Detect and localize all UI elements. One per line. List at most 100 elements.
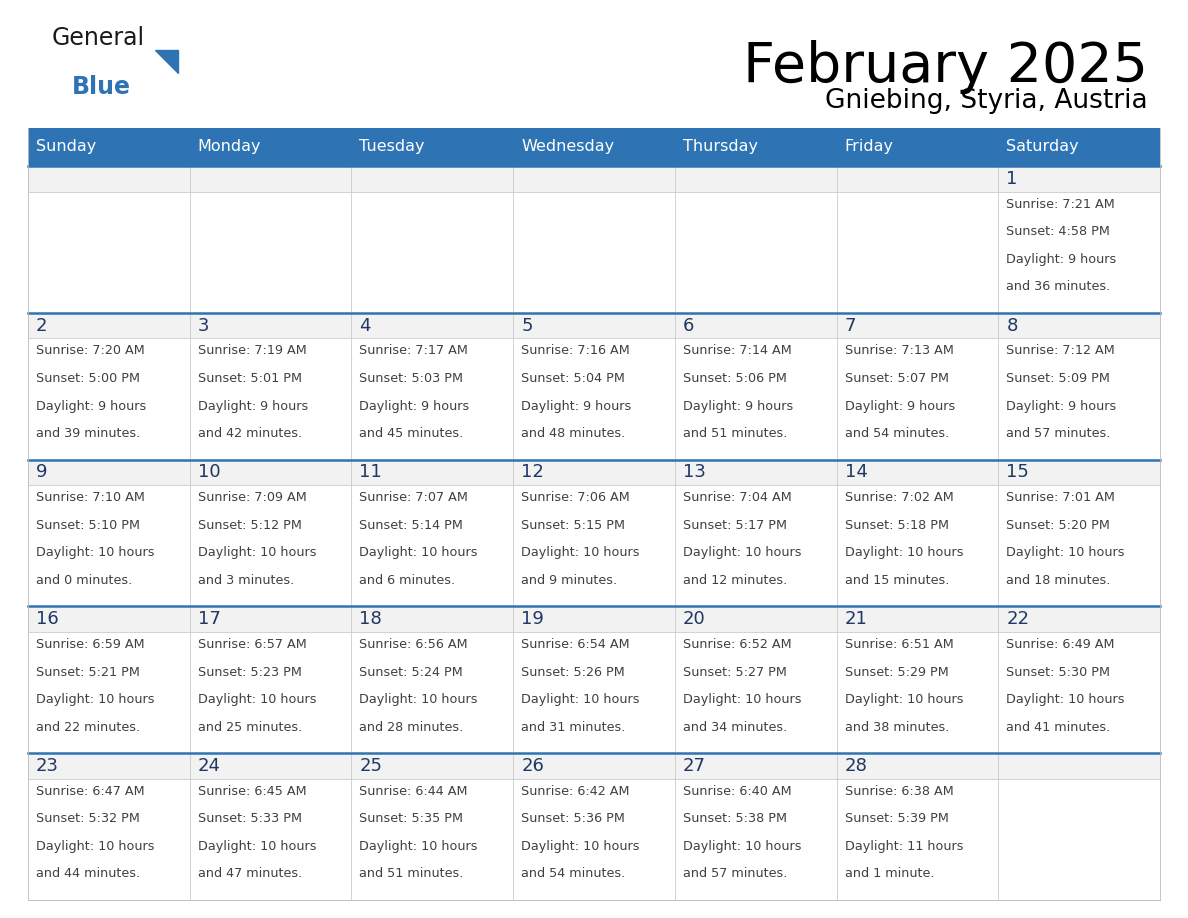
Text: and 45 minutes.: and 45 minutes. <box>360 427 463 440</box>
Text: Daylight: 10 hours: Daylight: 10 hours <box>683 693 802 706</box>
Text: Sunset: 4:58 PM: Sunset: 4:58 PM <box>1006 225 1110 238</box>
Bar <box>998 753 1159 778</box>
Text: Sunrise: 6:49 AM: Sunrise: 6:49 AM <box>1006 638 1114 651</box>
Text: Sunset: 5:24 PM: Sunset: 5:24 PM <box>360 666 463 678</box>
Bar <box>29 128 190 166</box>
Text: 1: 1 <box>1006 170 1018 188</box>
Text: Daylight: 10 hours: Daylight: 10 hours <box>1006 546 1125 559</box>
Text: Sunrise: 7:09 AM: Sunrise: 7:09 AM <box>197 491 307 504</box>
Bar <box>513 128 675 166</box>
Bar <box>352 633 513 753</box>
Text: Sunset: 5:09 PM: Sunset: 5:09 PM <box>1006 372 1110 385</box>
Text: 19: 19 <box>522 610 544 628</box>
Bar <box>998 313 1159 339</box>
Text: Sunset: 5:35 PM: Sunset: 5:35 PM <box>360 812 463 825</box>
Text: Sunday: Sunday <box>36 140 96 154</box>
Text: Sunset: 5:00 PM: Sunset: 5:00 PM <box>36 372 140 385</box>
Text: Daylight: 10 hours: Daylight: 10 hours <box>197 546 316 559</box>
Bar <box>190 486 352 607</box>
Text: Sunset: 5:27 PM: Sunset: 5:27 PM <box>683 666 786 678</box>
Text: Blue: Blue <box>72 75 131 99</box>
Text: 24: 24 <box>197 757 221 775</box>
Bar <box>513 166 675 192</box>
Text: Gniebing, Styria, Austria: Gniebing, Styria, Austria <box>826 88 1148 114</box>
Text: Sunset: 5:14 PM: Sunset: 5:14 PM <box>360 519 463 532</box>
Text: Sunset: 5:10 PM: Sunset: 5:10 PM <box>36 519 140 532</box>
Text: 18: 18 <box>360 610 383 628</box>
Text: and 28 minutes.: and 28 minutes. <box>360 721 463 733</box>
Bar <box>675 166 836 192</box>
Bar <box>352 460 513 486</box>
Text: Sunrise: 7:10 AM: Sunrise: 7:10 AM <box>36 491 145 504</box>
Text: Daylight: 9 hours: Daylight: 9 hours <box>683 399 794 412</box>
Text: Daylight: 10 hours: Daylight: 10 hours <box>1006 693 1125 706</box>
Polygon shape <box>154 50 178 73</box>
Text: and 25 minutes.: and 25 minutes. <box>197 721 302 733</box>
Text: 6: 6 <box>683 317 694 335</box>
Text: 20: 20 <box>683 610 706 628</box>
Text: Sunset: 5:21 PM: Sunset: 5:21 PM <box>36 666 140 678</box>
Text: Sunset: 5:23 PM: Sunset: 5:23 PM <box>197 666 302 678</box>
Text: Daylight: 10 hours: Daylight: 10 hours <box>522 546 639 559</box>
Bar <box>675 460 836 486</box>
Bar <box>29 460 190 486</box>
Text: Sunrise: 7:01 AM: Sunrise: 7:01 AM <box>1006 491 1116 504</box>
Text: 13: 13 <box>683 464 706 481</box>
Bar <box>190 313 352 339</box>
Text: Daylight: 10 hours: Daylight: 10 hours <box>683 840 802 853</box>
Text: February 2025: February 2025 <box>742 40 1148 94</box>
Text: 9: 9 <box>36 464 48 481</box>
Text: and 57 minutes.: and 57 minutes. <box>683 868 788 880</box>
Bar <box>29 166 190 192</box>
Text: 17: 17 <box>197 610 221 628</box>
Text: 12: 12 <box>522 464 544 481</box>
Bar <box>190 192 352 313</box>
Text: Daylight: 9 hours: Daylight: 9 hours <box>197 399 308 412</box>
Bar <box>29 339 190 460</box>
Bar <box>513 192 675 313</box>
Text: Daylight: 11 hours: Daylight: 11 hours <box>845 840 963 853</box>
Text: Sunrise: 6:57 AM: Sunrise: 6:57 AM <box>197 638 307 651</box>
Text: 16: 16 <box>36 610 58 628</box>
Text: and 36 minutes.: and 36 minutes. <box>1006 280 1111 293</box>
Text: and 6 minutes.: and 6 minutes. <box>360 574 455 587</box>
Text: 26: 26 <box>522 757 544 775</box>
Bar <box>352 753 513 778</box>
Text: Sunrise: 6:59 AM: Sunrise: 6:59 AM <box>36 638 145 651</box>
Text: Daylight: 10 hours: Daylight: 10 hours <box>197 693 316 706</box>
Bar <box>513 778 675 900</box>
Bar <box>352 313 513 339</box>
Text: Daylight: 10 hours: Daylight: 10 hours <box>360 546 478 559</box>
Text: Sunrise: 7:19 AM: Sunrise: 7:19 AM <box>197 344 307 357</box>
Text: Daylight: 10 hours: Daylight: 10 hours <box>36 693 154 706</box>
Bar <box>675 313 836 339</box>
Text: Daylight: 10 hours: Daylight: 10 hours <box>36 840 154 853</box>
Text: and 18 minutes.: and 18 minutes. <box>1006 574 1111 587</box>
Text: Sunrise: 7:21 AM: Sunrise: 7:21 AM <box>1006 197 1116 211</box>
Bar <box>513 460 675 486</box>
Text: 7: 7 <box>845 317 857 335</box>
Text: Daylight: 10 hours: Daylight: 10 hours <box>845 693 963 706</box>
Text: Sunset: 5:39 PM: Sunset: 5:39 PM <box>845 812 948 825</box>
Text: Sunset: 5:26 PM: Sunset: 5:26 PM <box>522 666 625 678</box>
Text: and 42 minutes.: and 42 minutes. <box>197 427 302 440</box>
Text: Sunrise: 6:40 AM: Sunrise: 6:40 AM <box>683 785 791 798</box>
Text: Daylight: 10 hours: Daylight: 10 hours <box>36 546 154 559</box>
Text: and 54 minutes.: and 54 minutes. <box>845 427 949 440</box>
Text: Sunset: 5:07 PM: Sunset: 5:07 PM <box>845 372 948 385</box>
Bar <box>352 192 513 313</box>
Text: Sunrise: 7:14 AM: Sunrise: 7:14 AM <box>683 344 791 357</box>
Bar <box>836 128 998 166</box>
Bar <box>352 128 513 166</box>
Text: Sunrise: 7:13 AM: Sunrise: 7:13 AM <box>845 344 954 357</box>
Bar <box>675 778 836 900</box>
Bar <box>998 192 1159 313</box>
Bar <box>836 339 998 460</box>
Bar <box>29 313 190 339</box>
Bar <box>513 753 675 778</box>
Bar <box>352 339 513 460</box>
Text: Daylight: 10 hours: Daylight: 10 hours <box>845 546 963 559</box>
Text: Sunset: 5:30 PM: Sunset: 5:30 PM <box>1006 666 1111 678</box>
Bar <box>836 192 998 313</box>
Text: 8: 8 <box>1006 317 1018 335</box>
